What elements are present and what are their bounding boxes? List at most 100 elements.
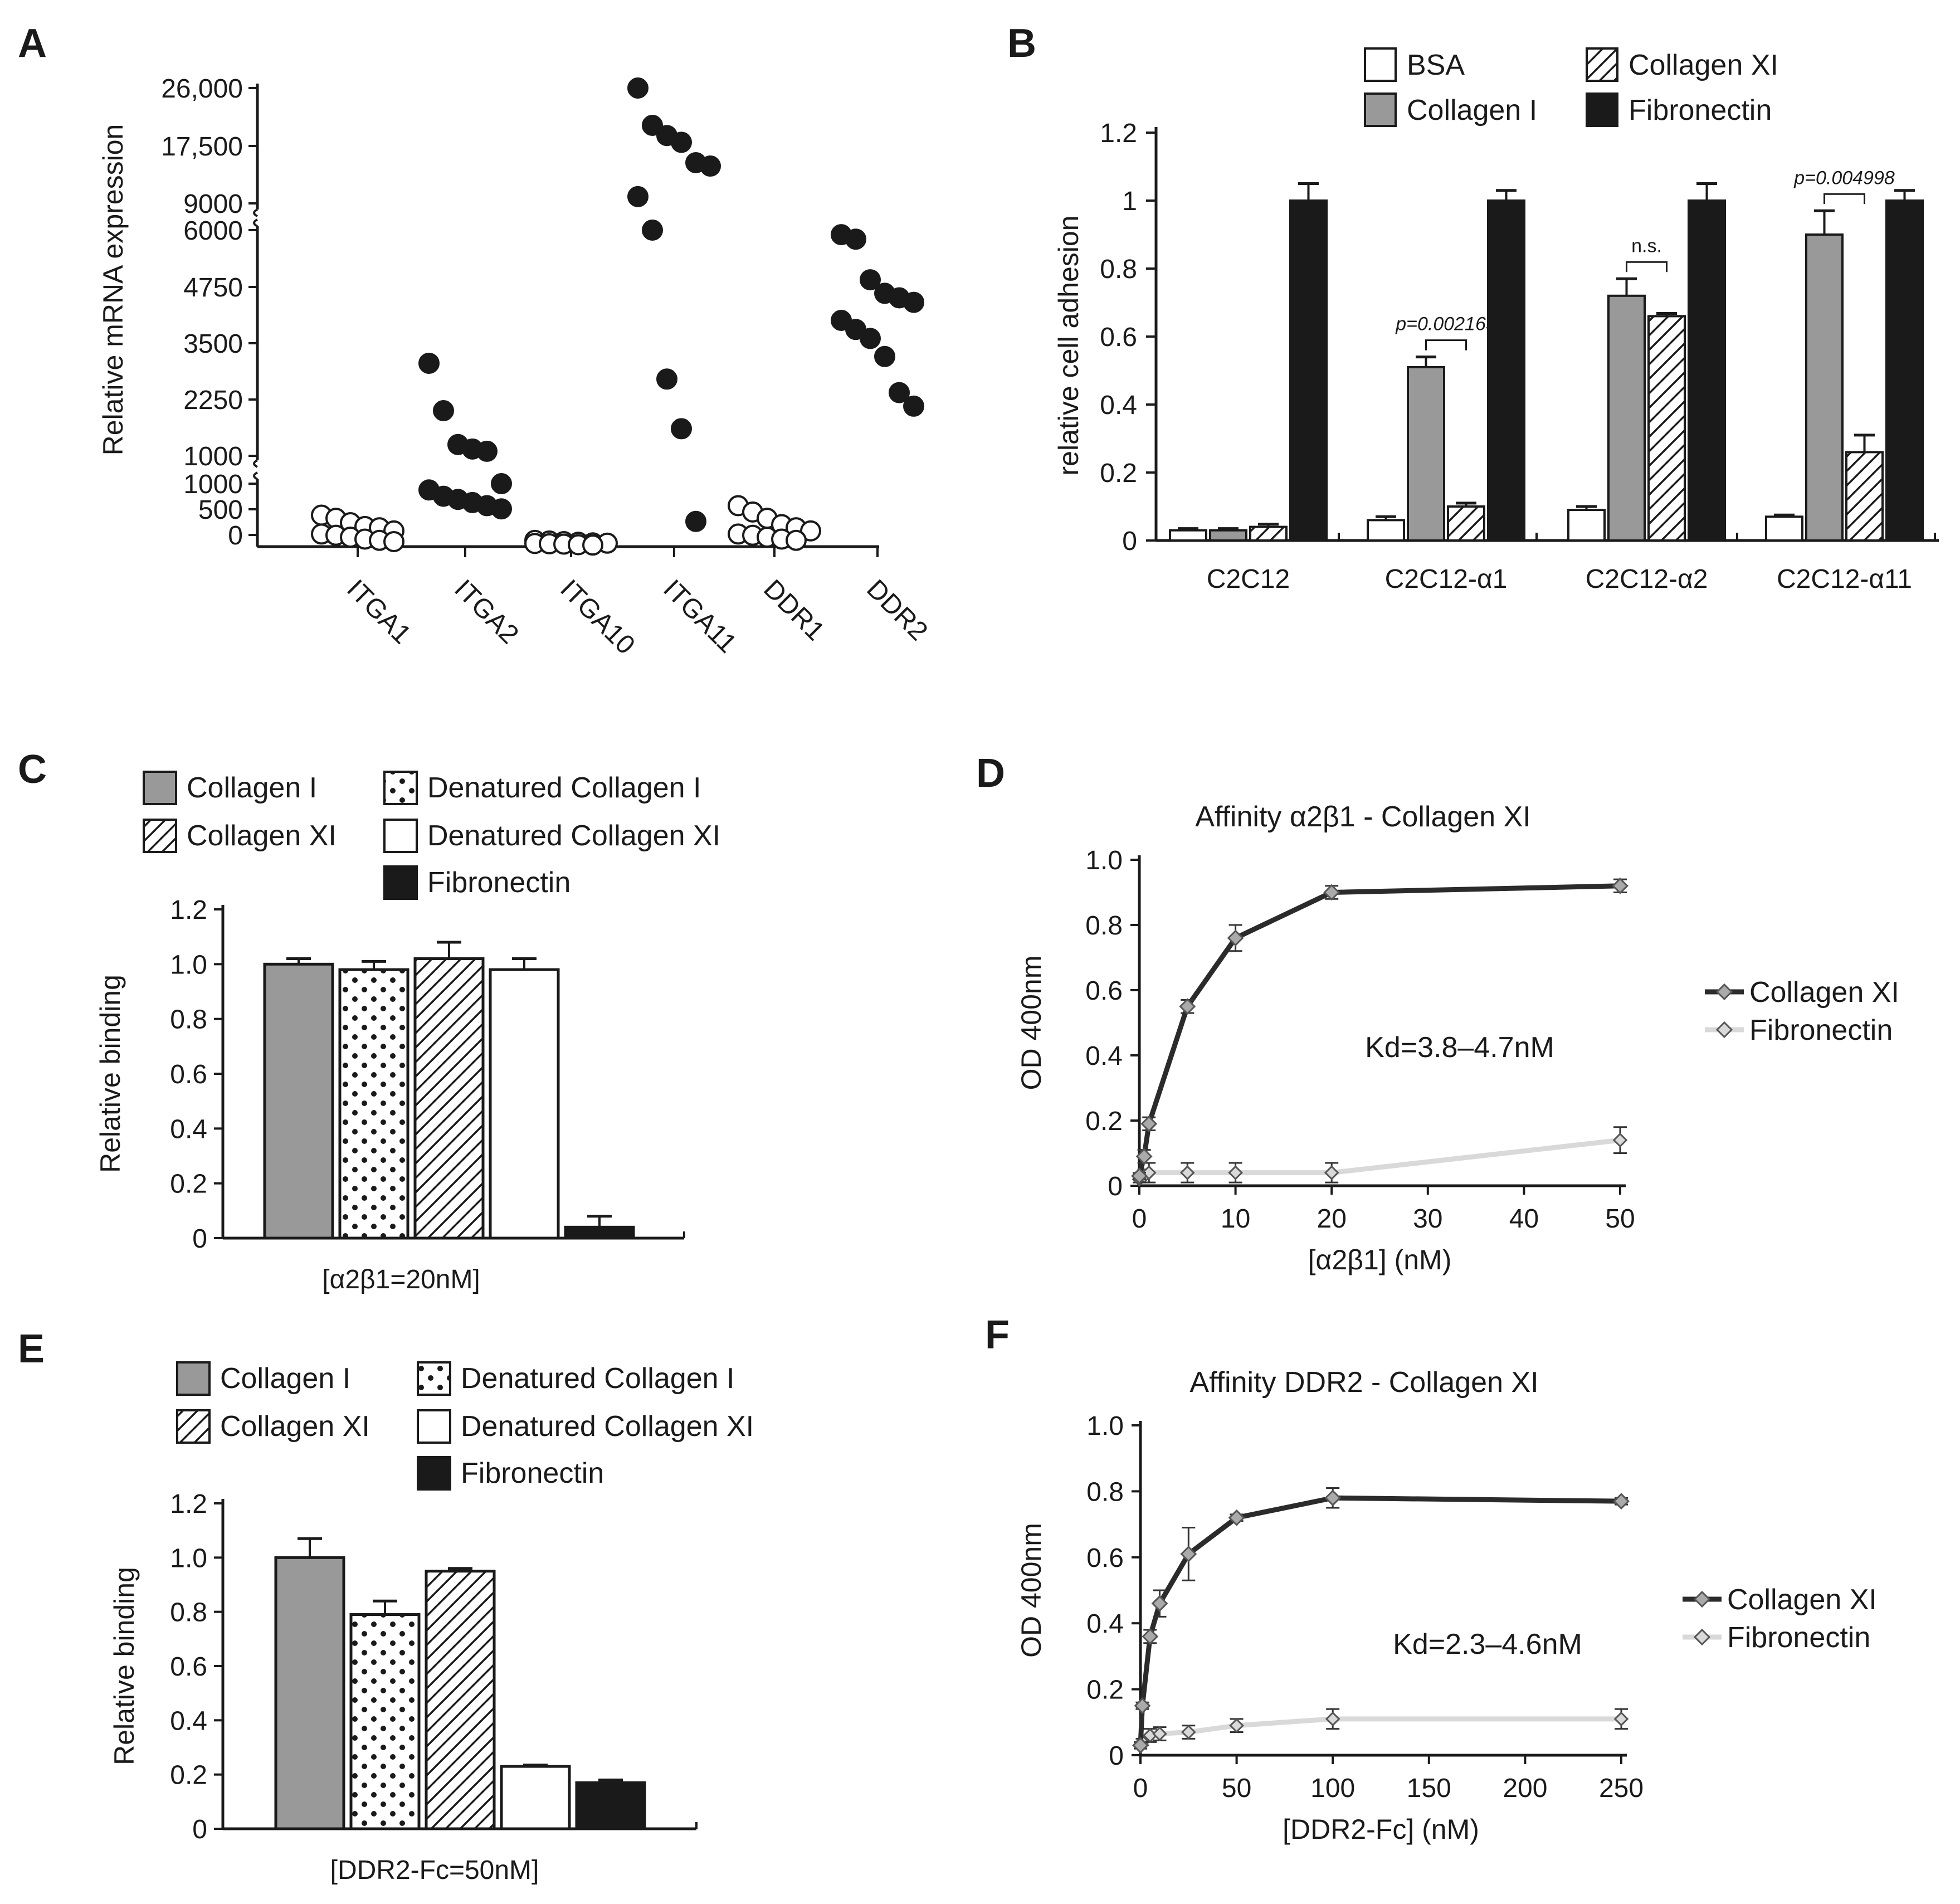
data-point	[1140, 1115, 1158, 1132]
x-tick-label-itga11: ITGA11	[657, 574, 742, 659]
significance-label: p=0.002165	[1395, 314, 1496, 335]
data-point	[642, 114, 663, 136]
data-point	[700, 155, 721, 177]
x-tick-label: 0	[1133, 1774, 1148, 1803]
x-axis-label: [α2β1] (nM)	[1308, 1244, 1452, 1275]
axis-break-mark	[253, 471, 258, 480]
y-tick-label: 0.4	[170, 1114, 207, 1144]
bar-fibronectin	[1688, 199, 1726, 542]
x-tick-label: 20	[1317, 1204, 1347, 1234]
bar-fibronectin	[1289, 199, 1328, 542]
bar-collagen-xi	[425, 1570, 496, 1830]
legend-swatch	[176, 1361, 211, 1396]
data-point	[582, 534, 603, 556]
y-tick-label: 0	[1122, 527, 1137, 556]
y-tick-label: 0.6	[1085, 976, 1123, 1006]
legend-label: Denatured Collagen XI	[461, 1410, 754, 1443]
y-tick-label: 0	[192, 1815, 207, 1844]
x-tick-label: C2C12-α2	[1586, 564, 1708, 594]
bar-denatured-collagen-xi	[500, 1765, 571, 1830]
y-tick-label: 0.6	[1086, 1543, 1124, 1573]
legend-label: Denatured Collagen I	[427, 772, 701, 804]
panel-d-line-chart: 1.0 0.8 0.6 0.4 0.2 00 10 20 30 40 50 OD 400nm [α2β1…	[1016, 801, 1899, 1275]
data-point	[1229, 1718, 1244, 1733]
y-tick-label: 0	[1109, 1741, 1124, 1771]
significance-bracket	[1824, 193, 1865, 204]
data-point	[1134, 1697, 1151, 1715]
y-tick-label: 0.2	[1086, 1676, 1124, 1705]
data-point	[1152, 1726, 1167, 1741]
data-point	[889, 382, 910, 403]
y-tick-label: 2250	[183, 386, 243, 415]
legend-label: Fibronectin	[1629, 94, 1772, 126]
axis-break-mark	[253, 459, 258, 468]
legend-label: Fibronectin	[427, 866, 571, 899]
bar-collagen-i	[274, 1556, 345, 1830]
legend-swatch	[1586, 92, 1618, 127]
y-tick-label: 0.6	[170, 1060, 207, 1089]
axis-break-mark	[253, 218, 258, 227]
y-tick-label: 1000	[183, 442, 243, 471]
y-tick-label: 0.8	[170, 1005, 207, 1035]
data-point	[476, 440, 498, 462]
legend-swatch	[143, 819, 177, 853]
bar-collagen-xi	[413, 957, 485, 1240]
y-tick-label: 0.2	[1100, 459, 1137, 488]
bar-collagen-i	[1607, 294, 1646, 542]
legend-marker	[1693, 1628, 1711, 1646]
y-tick-label: 1.0	[1085, 846, 1123, 875]
data-point	[1324, 1489, 1342, 1507]
x-tick-label: 30	[1413, 1204, 1442, 1234]
x-tick-label: 100	[1310, 1774, 1355, 1803]
data-point	[627, 77, 649, 99]
legend-swatch	[1586, 47, 1618, 82]
y-tick-label: 0.8	[170, 1598, 207, 1628]
y-tick-label: 26,000	[161, 74, 243, 104]
bar-collagen-i	[1805, 233, 1844, 542]
data-point	[1179, 1165, 1195, 1180]
panel-f-line-chart: 1.0 0.8 0.6 0.4 0.2 00 50 100 150 200 250 OD 400nm […	[1016, 1366, 1877, 1845]
y-tick-label: 1.2	[170, 1489, 207, 1519]
panel-letter-a: A	[18, 21, 47, 66]
bar-bsa	[1169, 529, 1207, 542]
data-point	[418, 352, 440, 374]
data-point	[845, 228, 866, 250]
bar-collagen-xi	[1647, 315, 1686, 542]
data-point	[685, 510, 706, 532]
x-tick-label: 0	[1132, 1204, 1147, 1234]
bar-fibronectin	[1487, 199, 1525, 542]
legend-label: Denatured Collagen XI	[427, 820, 720, 852]
y-tick-label: 1.2	[1100, 119, 1137, 148]
data-point	[671, 418, 692, 440]
y-axis-label: Relative binding	[109, 1567, 140, 1765]
panel-letter-b: B	[1007, 21, 1036, 66]
data-point	[874, 345, 895, 367]
bar-fibronectin	[564, 1225, 635, 1240]
data-point	[1142, 1628, 1159, 1645]
bar-fibronectin	[1885, 199, 1924, 542]
y-tick-label: 1.0	[170, 1543, 207, 1573]
x-tick-label: 40	[1509, 1204, 1539, 1234]
legend-label: Collagen I	[187, 772, 317, 804]
y-axis-label: Relative binding	[95, 975, 126, 1173]
y-tick-label: 1	[1122, 187, 1137, 216]
y-tick-label: 0.8	[1085, 911, 1123, 941]
data-point	[1151, 1595, 1168, 1612]
data-point	[1323, 884, 1340, 901]
y-tick-label: 0.6	[170, 1652, 207, 1682]
panel-letter-e: E	[18, 1327, 45, 1371]
data-point	[1324, 1165, 1339, 1180]
legend-label: Collagen XI	[1629, 49, 1778, 81]
x-tick-label: C2C12-α11	[1777, 564, 1912, 594]
y-axis-label: relative cell adhesion	[1053, 216, 1084, 476]
legend-label: Fibronectin	[1727, 1621, 1870, 1654]
x-tick-label-itga10: ITGA10	[554, 574, 640, 660]
legend-swatch	[143, 771, 177, 805]
y-tick-label: 1.0	[1086, 1411, 1124, 1441]
bar-denatured-collagen-xi	[489, 968, 560, 1240]
y-tick-label: 1.0	[170, 950, 207, 980]
legend-label: Collagen XI	[187, 820, 337, 852]
legend-swatch	[417, 1409, 451, 1444]
